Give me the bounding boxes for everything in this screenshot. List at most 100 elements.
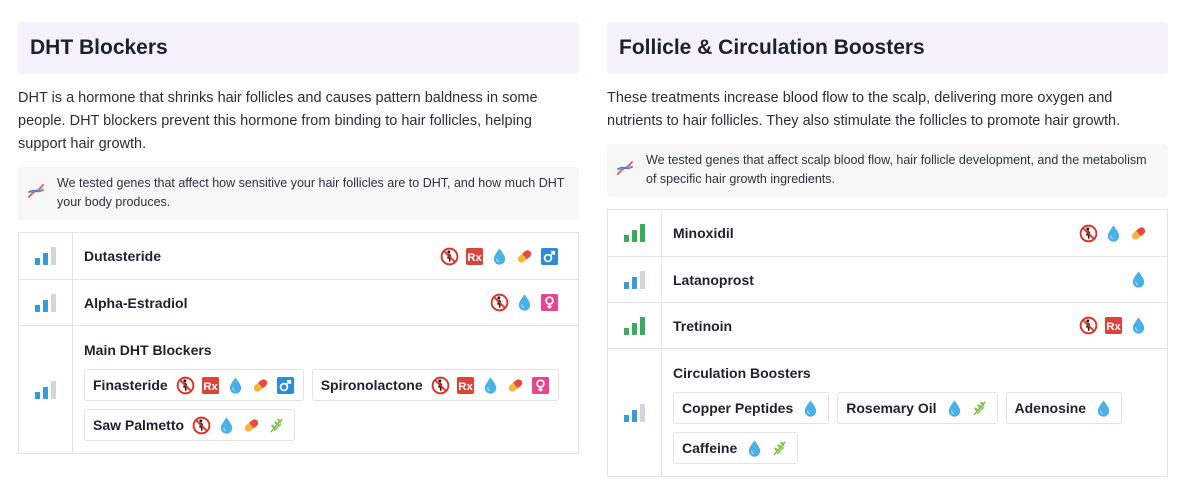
pill-icon [251,376,270,395]
dna-icon [617,161,633,175]
female-icon [540,293,559,312]
treatment-icons [490,293,559,312]
strength-cell [19,280,73,325]
strength-cell [608,303,662,348]
treatment-chip[interactable]: Adenosine [1005,392,1123,424]
chip-icons [745,439,789,458]
rx-icon: Rx [465,247,484,266]
chip-name: Adenosine [1014,400,1087,416]
treatment-main: Minoxidil [662,210,1167,256]
gene-note: We tested genes that affect scalp blood … [607,144,1168,197]
rx-icon: Rx [1104,316,1123,335]
dht-blockers-panel: DHT Blockers DHT is a hormone that shrin… [18,22,579,454]
treatment-name: Dutasteride [84,248,162,264]
rx-icon: Rx [456,376,475,395]
treatment-row[interactable]: Alpha-Estradiol [19,279,578,325]
group-title: Circulation Boosters [673,365,811,381]
treatment-main: Latanoprost [662,257,1167,302]
drop-icon [801,399,820,418]
drop-icon [226,376,245,395]
female-icon [531,376,550,395]
treatment-chip[interactable]: Finasteride Rx [84,369,304,401]
strength-cell [19,233,73,279]
strength-bars-icon [34,247,56,265]
group-chips: Finasteride Rx Spironolactone Rx Saw Palmett… [84,369,559,441]
treatment-group-row: Circulation Boosters Copper Peptides Rosem… [608,348,1167,476]
treatment-row[interactable]: Tretinoin Rx [608,302,1167,348]
chip-name: Spironolactone [320,377,423,393]
treatment-table: Dutasteride Rx Alpha-Estradiol Main DHT Blo… [18,232,579,454]
no-pregnancy-icon [440,247,459,266]
chip-icons [801,399,820,418]
chip-icons [945,399,989,418]
strength-cell [608,257,662,302]
strength-cell [19,326,73,453]
pill-icon [506,376,525,395]
gene-note-text: We tested genes that affect scalp blood … [646,153,1147,186]
svg-text:Rx: Rx [458,380,473,392]
treatment-row[interactable]: Latanoprost [608,256,1167,302]
treatment-main: Alpha-Estradiol [73,280,578,325]
treatment-row[interactable]: Dutasteride Rx [19,233,578,279]
treatment-main: Tretinoin Rx [662,303,1167,348]
treatment-icons: Rx [1079,316,1148,335]
chip-name: Caffeine [682,440,738,456]
drop-icon [1129,270,1148,289]
panel-title: Follicle & Circulation Boosters [619,36,925,59]
leaf-icon [970,399,989,418]
panel-header: DHT Blockers [18,22,579,74]
no-pregnancy-icon [490,293,509,312]
rx-icon: Rx [201,376,220,395]
drop-icon [745,439,764,458]
pill-icon [1129,224,1148,243]
treatment-table: Minoxidil Latanoprost Tretinoin Rx Circulati… [607,209,1168,477]
group-title: Main DHT Blockers [84,342,212,358]
strength-bars-icon [623,316,645,335]
chip-name: Saw Palmetto [93,417,185,433]
drop-icon [217,416,236,435]
no-pregnancy-icon [192,416,211,435]
treatment-name: Alpha-Estradiol [84,294,188,311]
treatment-name: Minoxidil [673,225,734,241]
strength-bars-icon [34,293,56,312]
svg-text:Rx: Rx [203,380,218,392]
chip-icons: Rx [431,376,550,395]
treatment-chip[interactable]: Copper Peptides [673,392,830,424]
treatment-chip[interactable]: Spironolactone Rx [311,369,559,401]
strength-cell [608,210,662,256]
treatment-chip[interactable]: Caffeine [673,432,799,464]
svg-text:Rx: Rx [1106,321,1121,333]
drop-icon [481,376,500,395]
drop-icon [1104,224,1123,243]
chip-name: Rosemary Oil [846,400,937,416]
leaf-icon [267,416,286,435]
leaf-icon [770,439,789,458]
strength-bars-icon [623,224,645,242]
no-pregnancy-icon [176,376,195,395]
group-chips: Copper Peptides Rosemary Oil Adenosine Caff… [673,392,1148,464]
panel-title: DHT Blockers [30,36,168,59]
drop-icon [490,247,509,266]
male-icon [276,376,295,395]
treatment-icons: Rx [440,247,559,266]
treatment-name: Tretinoin [673,317,733,334]
chip-icons [192,416,286,435]
pill-icon [242,416,261,435]
strength-bars-icon [34,380,56,399]
chip-name: Copper Peptides [682,400,794,416]
gene-note: We tested genes that affect how sensitiv… [18,167,579,220]
male-icon [540,247,559,266]
treatment-chip[interactable]: Rosemary Oil [837,392,998,424]
treatment-group-row: Main DHT Blockers Finasteride Rx Spironolac… [19,325,578,453]
treatment-name: Latanoprost [673,271,754,288]
drop-icon [1129,316,1148,335]
strength-bars-icon [623,403,645,422]
drop-icon [515,293,534,312]
gene-note-text: We tested genes that affect how sensitiv… [57,176,565,209]
panel-description: These treatments increase blood flow to … [607,90,1121,129]
treatment-row[interactable]: Minoxidil [608,210,1167,256]
treatment-chip[interactable]: Saw Palmetto [84,409,296,441]
chip-name: Finasteride [93,377,168,393]
svg-text:Rx: Rx [467,251,482,263]
panel-description: DHT is a hormone that shrinks hair folli… [18,90,538,152]
